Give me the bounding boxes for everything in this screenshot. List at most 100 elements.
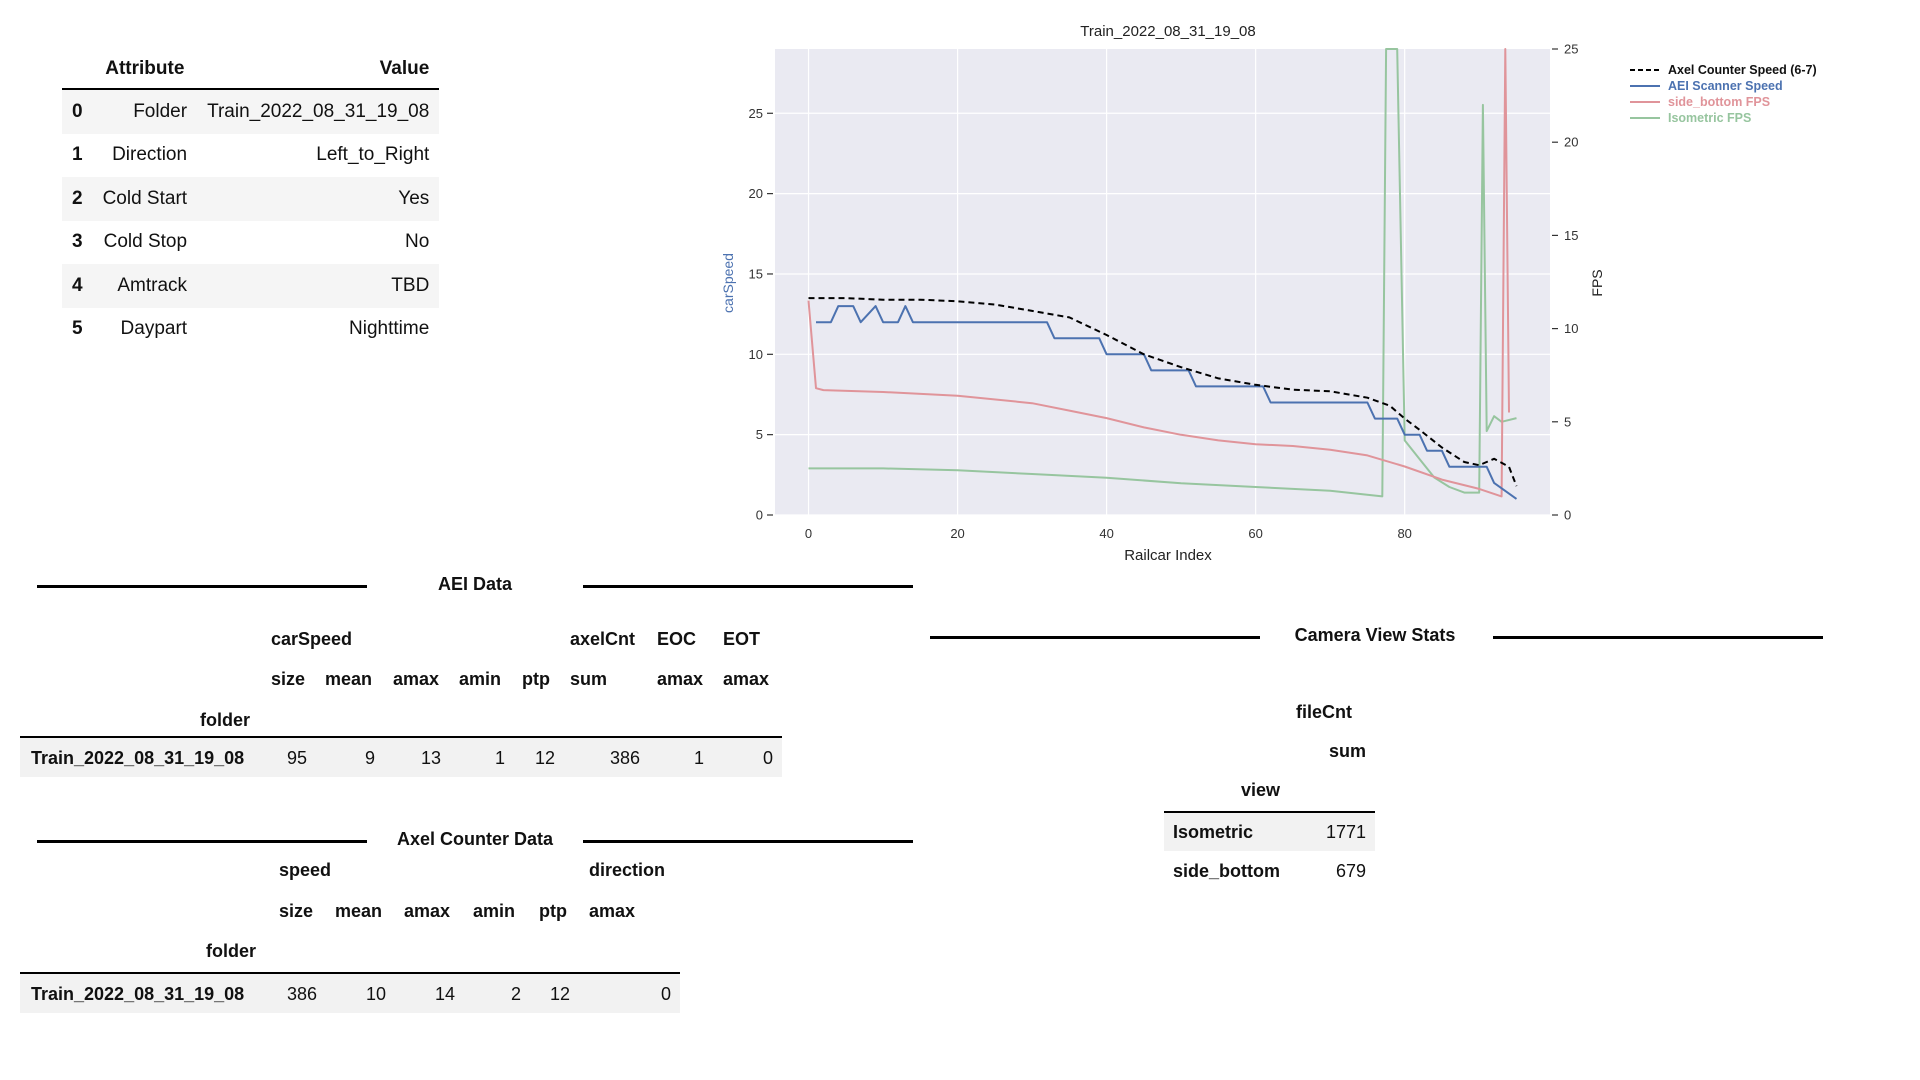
attribute-cell: Direction xyxy=(112,144,188,166)
divider-line xyxy=(37,585,367,588)
attribute-cell: Cold Stop xyxy=(103,231,188,253)
group-header: speed xyxy=(279,860,332,880)
attribute-cell: Daypart xyxy=(120,318,188,340)
stat-header: amax xyxy=(393,669,440,689)
legend-label: Isometric FPS xyxy=(1668,111,1751,125)
x-axis: 0 20 40 60 80 xyxy=(805,526,1412,541)
divider-line xyxy=(583,585,913,588)
x-tick-label: 40 xyxy=(1099,526,1113,541)
value-cell: 14 xyxy=(434,984,455,1004)
grid xyxy=(775,49,1550,516)
stat-header: sum xyxy=(570,669,608,689)
value-cell: 13 xyxy=(420,748,441,768)
x-tick-label: 20 xyxy=(950,526,964,541)
stat-header: sum xyxy=(1328,741,1366,761)
legend: Axel Counter Speed (6-7) AEI Scanner Spee… xyxy=(1630,63,1817,125)
series-line-2 xyxy=(807,48,1510,498)
value-cell: 2 xyxy=(510,984,521,1004)
view-label: Isometric xyxy=(1173,822,1254,842)
stat-header: size xyxy=(279,901,314,921)
value-cell: 10 xyxy=(365,984,386,1004)
divider-line xyxy=(930,636,1260,639)
y-tick-label: 20 xyxy=(749,186,763,201)
attribute-table-header: Attribute Value xyxy=(62,50,440,89)
stat-header: mean xyxy=(325,669,373,689)
value-cell: 386 xyxy=(286,984,317,1004)
value-cell: 0 xyxy=(660,984,671,1004)
left-axis: 0 5 10 15 20 25 xyxy=(749,106,773,523)
stat-header: amin xyxy=(459,669,502,689)
section-title: AEI Data xyxy=(437,574,513,594)
header-rule xyxy=(1164,811,1375,813)
legend-label: AEI Scanner Speed xyxy=(1668,79,1783,93)
row-index: 0 xyxy=(72,100,83,122)
row-index: 5 xyxy=(72,318,83,340)
table-row: 5 Daypart Nighttime xyxy=(62,308,439,352)
table-row: 1 Direction Left_to_Right xyxy=(62,134,439,178)
stat-header: amax xyxy=(589,901,636,921)
y2-tick-label: 0 xyxy=(1564,508,1571,523)
view-label: side_bottom xyxy=(1173,861,1281,881)
y2-axis-label: FPS xyxy=(1589,269,1605,296)
y-tick-label: 5 xyxy=(756,427,763,442)
stat-header: amax xyxy=(657,669,704,689)
value-cell: Nighttime xyxy=(349,318,430,340)
x-tick-label: 80 xyxy=(1397,526,1411,541)
camera-view-section: Camera View Stats fileCnt sum view Isome… xyxy=(920,610,1823,910)
index-name: folder xyxy=(206,941,257,961)
right-axis: 0 5 10 15 20 25 xyxy=(1552,42,1578,523)
index-name: folder xyxy=(200,710,251,730)
group-header: axelCnt xyxy=(570,629,636,649)
table-row xyxy=(20,738,782,777)
value-cell: 0 xyxy=(762,748,773,768)
row-index: 3 xyxy=(72,231,83,253)
aei-data-section: AEI Data carSpeed axelCnt EOC EOT size m… xyxy=(0,560,930,800)
y-tick-label: 10 xyxy=(749,347,763,362)
stat-header: amin xyxy=(473,901,516,921)
group-header: fileCnt xyxy=(1296,702,1352,722)
group-header: carSpeed xyxy=(271,629,353,649)
series-group xyxy=(807,48,1518,500)
divider-line xyxy=(37,840,367,843)
value-cell: Left_to_Right xyxy=(316,144,430,166)
axel-counter-section: Axel Counter Data speed direction size m… xyxy=(0,820,930,1020)
table-row: 0 Folder Train_2022_08_31_19_08 xyxy=(62,89,440,134)
attribute-cell: Amtrack xyxy=(117,274,188,296)
attribute-cell: Folder xyxy=(133,100,188,122)
divider-line xyxy=(1493,636,1823,639)
value-cell: 95 xyxy=(286,748,307,768)
x-tick-label: 0 xyxy=(805,526,812,541)
section-title: Axel Counter Data xyxy=(396,829,554,849)
group-header: direction xyxy=(589,860,666,880)
attribute-header: Attribute xyxy=(105,58,185,79)
group-header: EOC xyxy=(657,629,697,649)
value-cell: 1771 xyxy=(1325,822,1366,842)
series-line-0 xyxy=(808,297,1518,487)
table-row: 4 Amtrack TBD xyxy=(62,264,440,308)
speed-fps-chart: Train_2022_08_31_19_08 0 5 10 15 20 25 0 5 10 15… xyxy=(720,23,1817,564)
divider-line xyxy=(583,840,913,843)
group-header: EOT xyxy=(723,629,761,649)
attribute-cell: Cold Start xyxy=(102,187,188,209)
value-cell: 1 xyxy=(494,748,505,768)
index-name: view xyxy=(1241,780,1281,800)
x-tick-label: 60 xyxy=(1248,526,1262,541)
value-cell: TBD xyxy=(391,274,430,296)
row-index: 2 xyxy=(72,187,83,209)
x-axis-label: Railcar Index xyxy=(1124,547,1212,564)
y-axis-label: carSpeed xyxy=(720,253,736,313)
row-index: 4 xyxy=(72,274,83,296)
value-cell: 1 xyxy=(693,748,704,768)
chart-title: Train_2022_08_31_19_08 xyxy=(1080,23,1255,40)
legend-label: side_bottom FPS xyxy=(1668,95,1770,109)
y-tick-label: 25 xyxy=(749,106,763,121)
y2-tick-label: 25 xyxy=(1564,42,1578,57)
value-cell: No xyxy=(405,231,430,253)
row-label: Train_2022_08_31_19_08 xyxy=(31,984,245,1004)
table-row: 3 Cold Stop No xyxy=(62,221,439,265)
row-label: Train_2022_08_31_19_08 xyxy=(31,748,245,768)
index-header xyxy=(62,50,93,89)
stat-header: ptp xyxy=(522,669,550,689)
table-row: 2 Cold Start Yes xyxy=(62,177,440,221)
value-cell: 12 xyxy=(549,984,570,1004)
